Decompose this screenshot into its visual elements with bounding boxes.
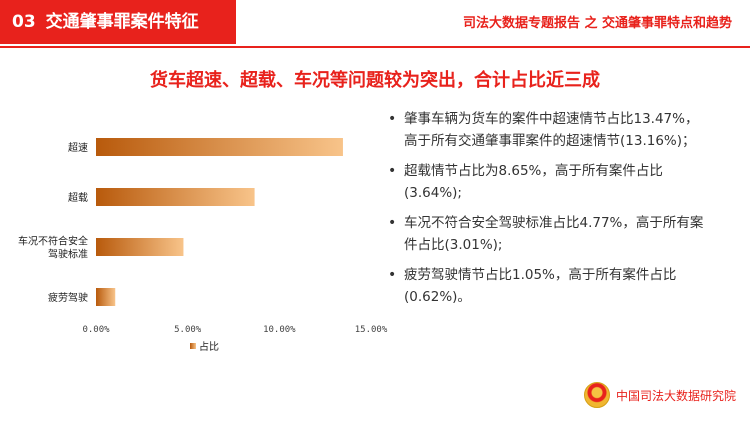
x-tick-label: 0.00% (82, 325, 110, 335)
x-tick-label: 5.00% (174, 325, 202, 335)
section-title: 03 交通肇事罪案件特征 (0, 0, 236, 44)
section-number: 03 (12, 12, 36, 32)
bullet-text: 肇事车辆为货车的案件中超速情节占比13.47%，高于所有交通肇事罪案件的超速情节… (404, 111, 699, 149)
bullet-text: 超载情节占比为8.65%，高于所有案件占比 (3.64%); (404, 163, 663, 201)
list-item: • 疲劳驾驶情节占比1.05%，高于所有案件占比(0.62%)。 (386, 264, 711, 308)
category-label: 车况不符合安全驾驶标准 (18, 235, 88, 261)
list-item: • 肇事车辆为货车的案件中超速情节占比13.47%，高于所有交通肇事罪案件的超速情… (386, 108, 711, 152)
x-tick-label: 10.00% (263, 325, 296, 335)
court-emblem-icon (583, 382, 610, 408)
bar-0 (96, 138, 343, 156)
bullet-dot: • (388, 215, 397, 231)
bullet-text: 车况不符合安全驾驶标准占比4.77%，高于所有案件占比(3.01%); (404, 215, 704, 253)
x-tick-label: 15.00% (355, 325, 388, 335)
bar-2 (96, 238, 184, 256)
bullet-dot: • (388, 111, 397, 127)
header-divider (0, 46, 750, 48)
category-label: 超速 (68, 141, 88, 154)
findings-list: • 肇事车辆为货车的案件中超速情节占比13.47%，高于所有交通肇事罪案件的超速情… (386, 108, 711, 316)
legend-swatch (190, 343, 196, 349)
bullet-dot: • (388, 163, 397, 179)
bar-3 (96, 288, 116, 306)
category-label: 超载 (68, 191, 88, 204)
bar-1 (96, 188, 255, 206)
headline: 货车超速、超载、车况等问题较为突出，合计占比近三成 (150, 70, 600, 91)
report-title: 司法大数据专题报告 之 交通肇事罪特点和趋势 (462, 16, 732, 31)
section-title-text: 交通肇事罪案件特征 (45, 12, 199, 32)
bullet-text: 疲劳驾驶情节占比1.05%，高于所有案件占比(0.62%)。 (404, 267, 677, 305)
institute-logo: 中国司法大数据研究院 (583, 382, 736, 408)
bullet-dot: • (388, 267, 397, 283)
legend-label: 占比 (199, 340, 219, 353)
list-item: • 车况不符合安全驾驶标准占比4.77%，高于所有案件占比(3.01%); (386, 212, 711, 256)
list-item: • 超载情节占比为8.65%，高于所有案件占比 (3.64%); (386, 160, 711, 204)
institute-name: 中国司法大数据研究院 (615, 388, 736, 403)
category-label: 疲劳驾驶 (48, 291, 88, 304)
